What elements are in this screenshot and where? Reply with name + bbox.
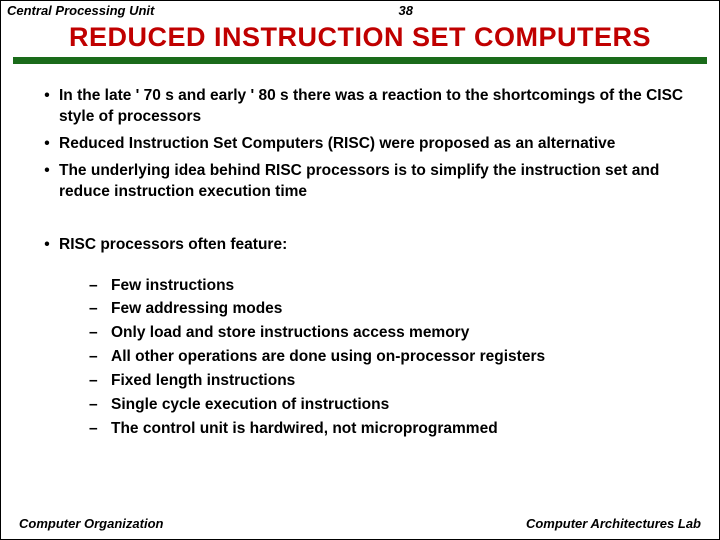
- bullet-level2: –The control unit is hardwired, not micr…: [89, 419, 685, 440]
- bullet-level2: –Single cycle execution of instructions: [89, 395, 685, 416]
- bullet-dash-icon: –: [89, 276, 111, 297]
- bullet-text: RISC processors often feature:: [59, 235, 685, 256]
- bullet-text: All other operations are done using on-p…: [111, 347, 545, 368]
- bullet-text: Only load and store instructions access …: [111, 323, 469, 344]
- bullet-dot-icon: •: [35, 134, 59, 155]
- bullet-text: The control unit is hardwired, not micro…: [111, 419, 498, 440]
- title-underline-bar: [13, 57, 707, 64]
- footer: Computer Organization Computer Architect…: [1, 516, 719, 531]
- bullet-text: The underlying idea behind RISC processo…: [59, 161, 685, 203]
- bullet-text: Few instructions: [111, 276, 234, 297]
- footer-left: Computer Organization: [19, 516, 163, 531]
- bullet-dot-icon: •: [35, 161, 59, 203]
- bullet-level1: •RISC processors often feature:: [35, 235, 685, 256]
- bullet-text: Reduced Instruction Set Computers (RISC)…: [59, 134, 685, 155]
- bullet-level2: –Fixed length instructions: [89, 371, 685, 392]
- bullet-text: Few addressing modes: [111, 299, 282, 320]
- slide: Central Processing Unit 38 REDUCED INSTR…: [0, 0, 720, 540]
- bullet-dot-icon: •: [35, 235, 59, 256]
- bullet-dash-icon: –: [89, 395, 111, 416]
- bullet-text: Single cycle execution of instructions: [111, 395, 389, 416]
- bullet-text: Fixed length instructions: [111, 371, 295, 392]
- header-left: Central Processing Unit: [7, 3, 154, 18]
- bullet-level2: –Few addressing modes: [89, 299, 685, 320]
- bullet-dash-icon: –: [89, 371, 111, 392]
- bullet-level1: •Reduced Instruction Set Computers (RISC…: [35, 134, 685, 155]
- bullet-level2: –Few instructions: [89, 276, 685, 297]
- bullet-level2: –Only load and store instructions access…: [89, 323, 685, 344]
- header: Central Processing Unit 38: [1, 1, 719, 18]
- bullet-dash-icon: –: [89, 419, 111, 440]
- bullet-level1: •The underlying idea behind RISC process…: [35, 161, 685, 203]
- bullet-dot-icon: •: [35, 86, 59, 128]
- page-number: 38: [399, 3, 413, 18]
- bullet-dash-icon: –: [89, 323, 111, 344]
- slide-title: REDUCED INSTRUCTION SET COMPUTERS: [1, 22, 719, 53]
- bullet-level1: •In the late ' 70 s and early ' 80 s the…: [35, 86, 685, 128]
- bullet-level2: –All other operations are done using on-…: [89, 347, 685, 368]
- bullet-text: In the late ' 70 s and early ' 80 s ther…: [59, 86, 685, 128]
- content: •In the late ' 70 s and early ' 80 s the…: [1, 64, 719, 440]
- footer-right: Computer Architectures Lab: [526, 516, 701, 531]
- bullet-dash-icon: –: [89, 299, 111, 320]
- bullet-dash-icon: –: [89, 347, 111, 368]
